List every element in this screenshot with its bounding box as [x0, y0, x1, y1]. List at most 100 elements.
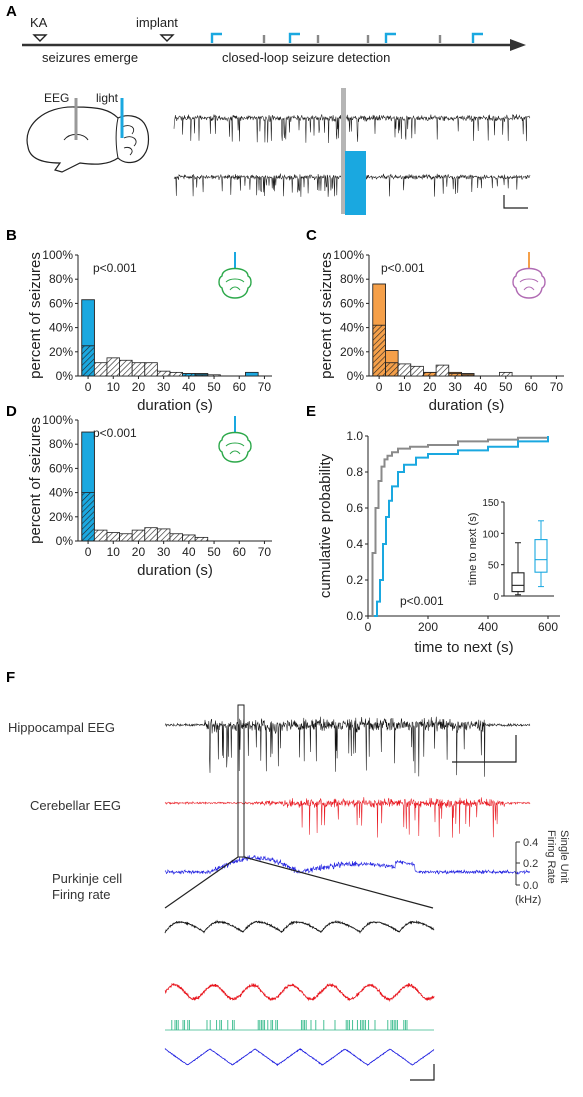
bar-light-off — [81, 492, 95, 542]
y-tick-label: 80% — [340, 272, 364, 286]
ka-label: KA — [30, 15, 48, 30]
ka-marker — [32, 34, 48, 42]
bar-light-on-top — [81, 431, 95, 494]
y-tick-label: 0.2 — [346, 573, 363, 587]
bar-light-off — [131, 362, 146, 377]
y-tick-label: 100% — [42, 248, 73, 262]
bar-light-off — [397, 363, 412, 377]
panel-f: Hippocampal EEG Cerebellar EEG Purkinje … — [8, 704, 570, 1081]
cdf-line — [369, 436, 549, 617]
x-tick-label: 40 — [182, 380, 196, 394]
axis-tick-02: 0.2 — [523, 858, 538, 870]
x-tick-label: 10 — [398, 380, 412, 394]
zoom-window-box — [237, 704, 245, 858]
bar-light-off — [372, 324, 386, 377]
axis-unit-label: (kHz) — [515, 894, 541, 906]
bar-light-off — [207, 374, 221, 377]
zoom-line-right — [243, 856, 434, 909]
x-tick-label: 0 — [376, 380, 383, 394]
x-tick-label: 20 — [132, 545, 146, 559]
y-tick-label: 40% — [49, 486, 73, 500]
x-tick-label: 0 — [365, 620, 372, 634]
histogram-c: 0% 20% 40% 60% 80% 100% 0 10 20 30 40 50 60 70 duratio… — [318, 248, 564, 414]
bar-light-on-top — [81, 299, 95, 347]
x-tick-label: 10 — [107, 380, 121, 394]
x-tick-label: 70 — [550, 380, 564, 394]
detection-label: closed-loop seizure detection — [222, 50, 390, 65]
bar-light-off — [81, 345, 95, 377]
detection-marker — [341, 88, 346, 214]
x-axis-label: time to next (s) — [414, 639, 513, 656]
y-axis-label: percent of seizures — [27, 252, 44, 379]
cerebellar-eeg-trace — [164, 797, 531, 838]
mouse-head-icon-b — [218, 252, 252, 299]
panel-e: 0.0 0.2 0.4 0.6 0.8 1.0 0 200 400 600 time to next… — [317, 429, 560, 656]
firing-rate-axis: 0.4 0.2 0.0 (kHz) Single Unit Firing Rat… — [515, 830, 570, 906]
detection-events — [210, 32, 483, 43]
cdf-plot-e: 0.0 0.2 0.4 0.6 0.8 1.0 0 200 400 600 time to next… — [317, 429, 560, 656]
y-tick-label: 40% — [340, 321, 364, 335]
light-stimulus-block — [345, 151, 366, 215]
cdf-line — [374, 436, 549, 617]
eeg-signal — [164, 716, 531, 777]
zoom-cerebellar-trace — [164, 982, 435, 1002]
y-tick-label: 100% — [42, 413, 73, 427]
pvalue-c: p<0.001 — [381, 261, 425, 275]
zoom-line-left — [164, 856, 239, 909]
eeg-signal — [164, 919, 435, 934]
bar-light-off — [93, 362, 108, 377]
x-tick-label: 400 — [478, 620, 498, 634]
axis-title-line2: Firing Rate — [545, 830, 557, 884]
bar-light-off — [119, 359, 133, 377]
panel-letter-b: B — [6, 227, 17, 244]
x-tick-label: 40 — [182, 545, 196, 559]
x-axis-label: duration (s) — [429, 397, 505, 414]
bar-light-off — [499, 371, 513, 377]
y-tick-label: 0.8 — [346, 465, 363, 479]
eeg-signal — [164, 982, 435, 1002]
inset-y-tick-label: 50 — [488, 561, 500, 572]
pvalue-e: p<0.001 — [400, 594, 444, 608]
eeg-signal — [173, 113, 531, 144]
bar-light-off — [169, 533, 183, 542]
bar-light-on-top — [245, 371, 259, 377]
inset-y-label: time to next (s) — [467, 513, 479, 586]
y-tick-label: 0.6 — [346, 501, 363, 515]
cerebellum-folia — [121, 125, 137, 156]
zoom-hippocampal-trace — [164, 919, 435, 934]
zoom-spike-raster — [165, 1020, 434, 1031]
y-tick-label: 0.0 — [346, 609, 363, 623]
x-tick-label: 30 — [448, 380, 462, 394]
seizures-emerge-label: seizures emerge — [42, 50, 138, 65]
axis-title-line1: Single Unit — [558, 830, 570, 883]
axis-tick-04: 0.4 — [523, 837, 538, 849]
panel-letter-f: F — [6, 669, 15, 686]
y-tick-label: 1.0 — [346, 429, 363, 443]
x-tick-label: 20 — [423, 380, 437, 394]
bar-light-off — [182, 534, 196, 542]
purkinje-label-line1: Purkinje cell — [52, 871, 122, 886]
mouse-head-icon-c — [512, 252, 546, 299]
bar-light-on-top — [461, 373, 475, 376]
x-tick-label: 70 — [258, 380, 272, 394]
x-tick-label: 50 — [499, 380, 513, 394]
panel-b: 0% 20% 40% 60% 80% 100% 0 10 20 30 40 50 60 70 duratio… — [27, 248, 272, 414]
axis-tick-00: 0.0 — [523, 880, 538, 892]
purkinje-label-line2: Firing rate — [52, 887, 111, 902]
panel-c: 0% 20% 40% 60% 80% 100% 0 10 20 30 40 50 60 70 duratio… — [318, 248, 564, 414]
x-tick-label: 0 — [85, 380, 92, 394]
y-tick-label: 80% — [49, 437, 73, 451]
bar-light-off — [131, 529, 146, 542]
detection-event-light — [471, 32, 483, 43]
x-tick-label: 30 — [157, 380, 171, 394]
bar-light-off — [144, 527, 158, 542]
y-tick-label: 0% — [56, 369, 74, 383]
firing-rate-signal — [164, 1048, 435, 1067]
x-tick-label: 20 — [132, 380, 146, 394]
scale-bar-f-top — [452, 735, 517, 763]
y-axis-label: percent of seizures — [318, 252, 335, 379]
panel-d: 0% 20% 40% 60% 80% 100% 0 10 20 30 40 50 60 70 duratio… — [27, 413, 272, 579]
y-tick-label: 60% — [49, 461, 73, 475]
cerebellar-eeg-label: Cerebellar EEG — [30, 798, 121, 813]
